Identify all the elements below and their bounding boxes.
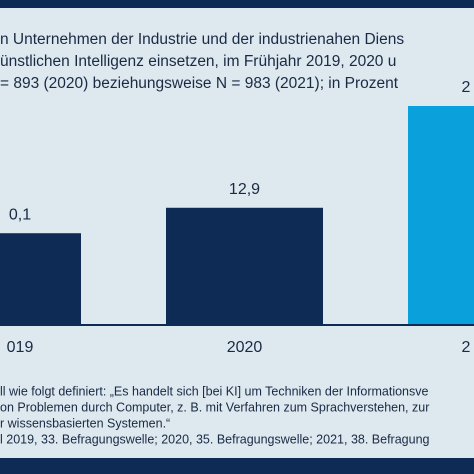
footnote: on Problemen durch Computer, z. B. mit V… [0, 400, 429, 414]
subtitle: = 893 (2020) beziehungsweise N = 983 (20… [0, 75, 399, 92]
subtitle: n Unternehmen der Industrie und der indu… [0, 31, 404, 48]
bar [0, 233, 81, 325]
value-label: 12,9 [229, 181, 260, 198]
bar [408, 106, 474, 325]
footnote: ll wie folgt definiert: „Es handelt sich… [0, 384, 429, 398]
bar [166, 207, 323, 325]
value-label: 2 [462, 79, 471, 96]
x-tick-label: 019 [7, 339, 34, 356]
value-label: 0,1 [9, 206, 31, 223]
bottom-band [0, 458, 474, 474]
x-tick-label: 2 [462, 339, 471, 356]
subtitle: ünstlichen Intelligenz einsetzen, im Frü… [0, 53, 396, 70]
footnote: l 2019, 33. Befragungswelle; 2020, 35. B… [0, 432, 430, 446]
top-band [0, 0, 474, 8]
footnote: r wissensbasierten Systemen.“ [0, 416, 170, 430]
x-tick-label: 2020 [227, 339, 263, 356]
